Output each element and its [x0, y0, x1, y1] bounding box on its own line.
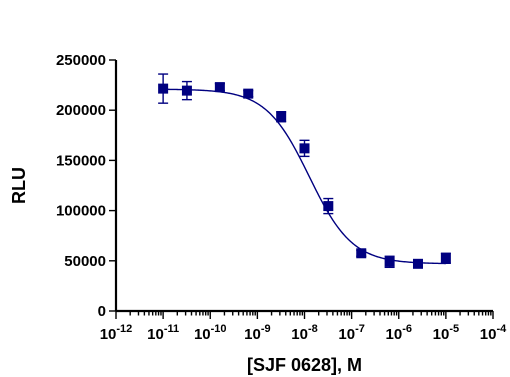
x-tick-label: 10-4 [480, 323, 507, 343]
data-marker [299, 143, 310, 154]
data-point [243, 88, 254, 99]
data-marker [323, 201, 334, 212]
y-axis-ticks: 0 50000 100000 150000 200000 250000 [56, 52, 116, 320]
x-axis-title: [SJF 0628], M [247, 355, 362, 375]
y-axis-title: RLU [9, 167, 29, 204]
x-axis-ticks: 10-12 10-11 10-10 10-9 10-8 10-7 10-6 10-5 10-4 [100, 311, 507, 343]
fit-curve [163, 88, 446, 265]
data-points [158, 73, 451, 269]
y-tick-label: 150000 [56, 152, 106, 169]
x-tick-label: 10-11 [147, 323, 179, 343]
data-point [214, 82, 225, 93]
x-tick-label: 10-10 [194, 323, 227, 343]
data-marker [243, 88, 254, 99]
data-marker [384, 256, 395, 267]
y-tick-label: 250000 [56, 52, 106, 69]
data-point [440, 252, 451, 265]
data-point [158, 73, 169, 104]
x-tick-label: 10-9 [244, 323, 270, 343]
x-tick-label: 10-7 [338, 323, 364, 343]
y-tick-label: 0 [98, 303, 106, 320]
data-marker [440, 253, 451, 264]
y-tick-label: 200000 [56, 102, 106, 119]
data-point [384, 255, 395, 269]
data-point [356, 248, 367, 259]
x-tick-label: 10-6 [386, 323, 412, 343]
data-marker [214, 82, 225, 93]
data-point [276, 111, 287, 123]
x-tick-label: 10-5 [433, 323, 459, 343]
y-tick-label: 100000 [56, 203, 106, 220]
data-marker [412, 258, 423, 269]
data-point [181, 80, 192, 101]
data-marker [158, 83, 169, 94]
data-marker [276, 111, 287, 122]
data-marker [181, 85, 192, 96]
data-marker [356, 248, 367, 259]
y-tick-label: 50000 [64, 253, 106, 270]
x-tick-label: 10-8 [291, 323, 317, 343]
data-point [323, 197, 334, 215]
data-point [412, 258, 423, 269]
data-point [299, 139, 310, 158]
x-tick-label: 10-12 [100, 323, 133, 343]
